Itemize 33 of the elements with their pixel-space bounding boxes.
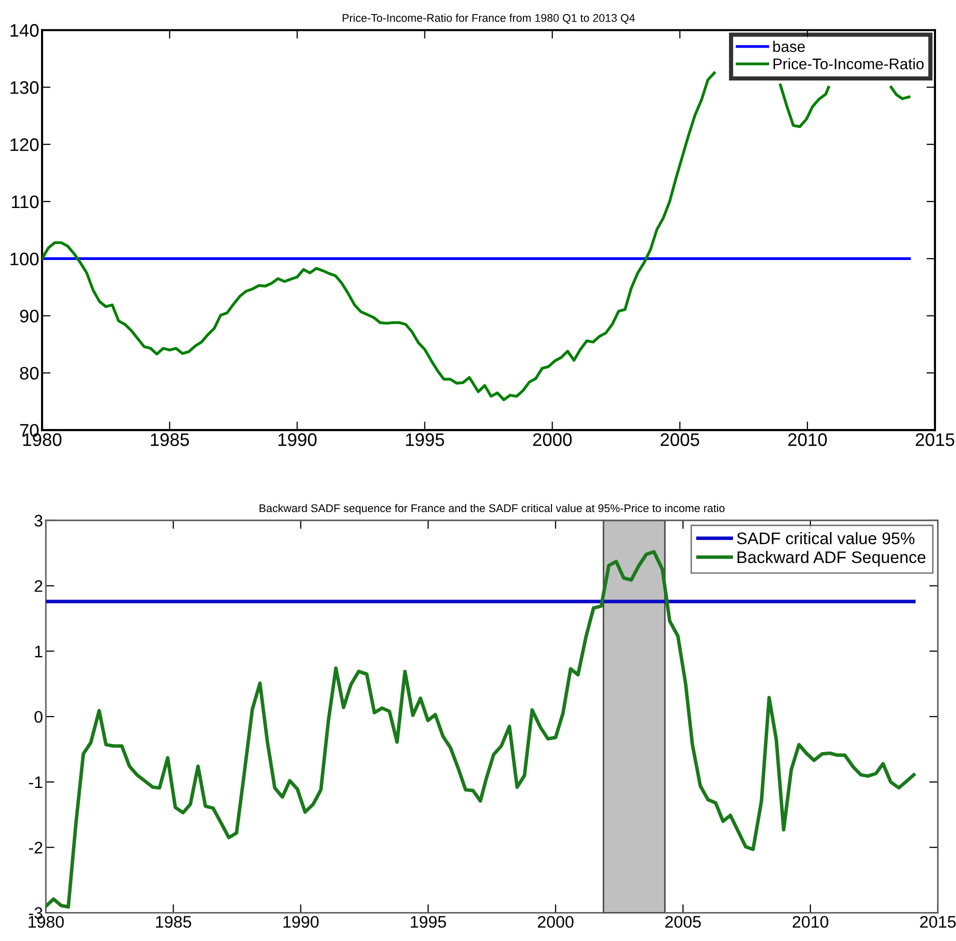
y-tick-label: 1 [35, 646, 42, 658]
y-tick-label: 90 [20, 310, 39, 322]
x-tick-label: 1990 [278, 433, 317, 446]
y-tick-label: -1 [29, 776, 42, 788]
y-tick-label: 100 [10, 252, 39, 266]
y-tick-label: 130 [10, 81, 39, 94]
legend-label: base [773, 40, 805, 52]
x-tick-label: 1995 [410, 916, 446, 928]
y-tick-label: 80 [20, 366, 39, 380]
legend-label: Backward ADF Sequence [738, 550, 926, 566]
y-tick-label: 110 [12, 195, 39, 208]
y-tick-label: 2 [34, 580, 42, 592]
x-tick-label: 1985 [150, 433, 189, 446]
legend-label: Price-To-Income-Ratio [774, 58, 924, 70]
x-tick-label: 2010 [788, 433, 827, 446]
chart-title: Backward SADF sequence for France and the SADF critical value at 95%-Price to income ratio [260, 504, 725, 514]
x-tick-label: 2015 [920, 916, 956, 928]
x-tick-label: 2005 [665, 916, 701, 928]
x-tick-label: 2010 [792, 916, 828, 928]
y-tick-label: 120 [10, 138, 39, 152]
y-tick-label: 3 [34, 514, 42, 527]
x-tick-label: 2005 [660, 433, 700, 446]
y-tick-label: 0 [34, 710, 42, 723]
chart-title: Price-To-Income-Ratio for France from 1980 Q1 to 2013 Q4 [342, 14, 635, 24]
x-tick-label: 1995 [406, 433, 444, 446]
x-tick-label: 1990 [283, 916, 319, 928]
x-tick-label: 1985 [156, 916, 192, 928]
legend-label: SADF critical value 95% [737, 532, 914, 544]
x-tick-label: 2015 [916, 433, 954, 446]
x-tick-label: 2000 [533, 433, 572, 446]
y-tick-label: -2 [29, 842, 42, 854]
x-tick-label: 2000 [538, 916, 574, 928]
y-tick-label: 140 [10, 24, 39, 37]
